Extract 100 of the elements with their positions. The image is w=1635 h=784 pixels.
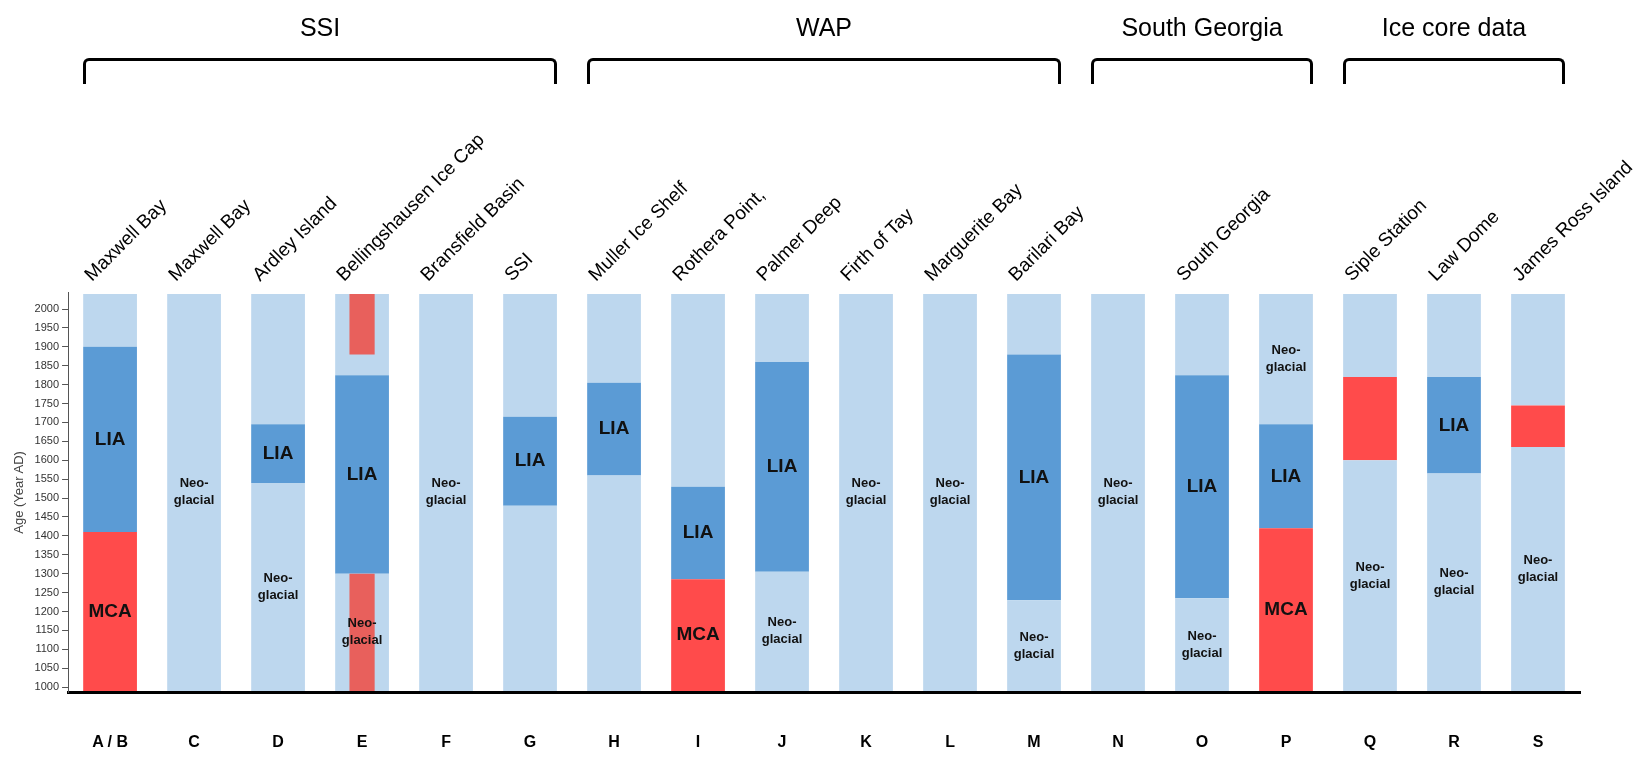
y-tick-label: 1950 [34,320,60,333]
bar [503,416,557,506]
y-tick-label: 1550 [34,472,60,485]
y-tick-label: 1750 [34,396,60,409]
x-tick-label: O [1195,732,1209,750]
bar [1511,447,1565,691]
bar [1175,375,1229,599]
x-tick-label: C [188,732,201,750]
bar [83,293,137,347]
bar [1511,405,1565,448]
text: Ice core data [1381,13,1527,41]
x-tick-label: K [860,732,873,750]
data-label: LIA [682,521,714,543]
bar [587,475,641,691]
x-tick-label: I [695,732,701,750]
bar [83,346,137,533]
data-label: Neo-glacial [173,475,215,508]
y-tick-label: 1000 [34,680,60,693]
bar [503,505,557,691]
bar [1427,473,1481,691]
bar [251,293,305,425]
bar [419,293,473,691]
data-label: Neo-glacial [1265,342,1307,375]
bar [1343,293,1397,378]
y-tick-label: 1400 [34,528,60,541]
bar [349,293,375,355]
x-tick-label: A / B [92,732,128,750]
y-tick-label: 1350 [34,547,60,560]
data-label: LIA [598,417,630,439]
bar [1007,600,1061,691]
annotation: SSI [500,248,537,285]
bar [755,293,809,362]
bar [1343,460,1397,691]
y-tick-label: 2000 [34,302,60,315]
x-tick-label: L [945,732,956,750]
bar [251,482,305,691]
x-tick-label: F [441,732,452,750]
x-tick-label: G [523,732,537,750]
y-tick-label: 1100 [35,642,60,655]
data-label: MCA [1264,597,1308,619]
y-tick-label: 1150 [35,623,60,636]
bar [167,293,221,691]
x-tick-label: D [272,732,284,750]
y-tick-label: 1500 [34,491,60,504]
y-tick-label: 1200 [34,604,60,617]
data-label: LIA [1186,474,1218,496]
data-label: LIA [514,449,546,471]
y-tick-label: 1800 [34,377,60,390]
bar [1511,293,1565,406]
bar [587,382,641,476]
bar [1427,377,1481,474]
bar [923,293,977,691]
x-tick-label: S [1532,732,1544,750]
text: SSI [299,13,341,41]
data-label: MCA [676,623,720,645]
bar [671,293,725,487]
y-tick-label: 1650 [34,434,60,447]
data-label: LIA [766,455,798,477]
data-label: Neo-glacial [929,475,971,508]
bar [1259,528,1313,691]
data-label: Neo-glacial [845,475,887,508]
x-tick-label: J [777,732,787,750]
data-label: Neo-glacial [1349,558,1391,591]
bar [587,293,641,383]
bar [335,375,389,574]
text: WAP [796,13,853,41]
bar [1259,424,1313,529]
y-tick-label: 1700 [34,415,60,428]
bar [1091,293,1145,691]
y-tick-label: 1450 [34,510,60,523]
data-label: MCA [88,599,132,621]
bar [755,361,809,572]
bar [755,571,809,691]
data-label: Neo-glacial [1097,475,1139,508]
data-label: Neo-glacial [1181,627,1223,660]
data-label: LIA [1270,464,1302,486]
bar [503,293,557,417]
x-tick-label: H [608,732,620,750]
x-tick-label: E [356,732,368,750]
data-label: LIA [1018,465,1050,487]
y-tick-label: 1850 [34,358,60,371]
bar [1343,377,1397,461]
data-label: LIA [346,462,378,484]
data-label: LIA [262,441,294,463]
data-label: LIA [94,427,126,449]
y-tick-label: 1900 [34,339,60,352]
y-tick-label: 1250 [34,585,60,598]
bar [839,293,893,691]
bar [671,579,725,691]
data-label: Neo-glacial [257,570,299,603]
bar [1175,293,1229,376]
bar [1175,598,1229,691]
data-label: Neo-glacial [1517,552,1559,585]
x-tick-label: N [1112,732,1124,750]
y-tick-label: 1050 [34,661,60,674]
text: South Georgia [1121,13,1283,41]
bar [1259,293,1313,425]
data-label: Neo-glacial [425,475,467,508]
bar [1007,293,1061,355]
y-tick-label: 1600 [34,453,60,466]
